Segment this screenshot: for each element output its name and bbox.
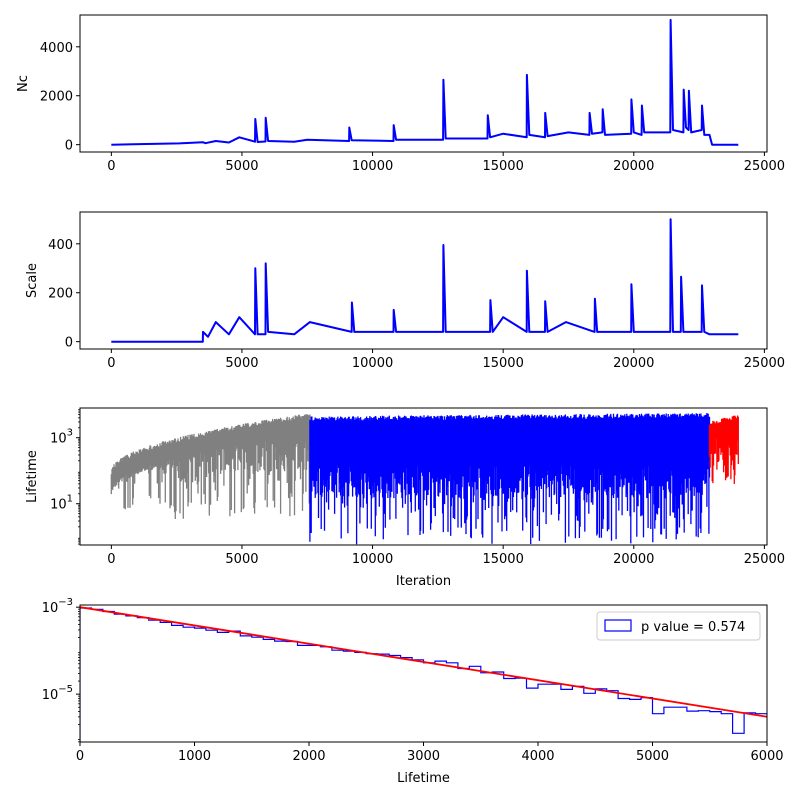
subplot-2: 0 5000 10000 15000 20000 25000 0 200 400 Scale xyxy=(25,211,785,371)
x-tick-label: 25000 xyxy=(744,552,785,567)
axes-frame xyxy=(79,14,768,153)
x-tick-label: 10000 xyxy=(352,552,393,567)
x-tick-label: 2000 xyxy=(292,749,325,764)
series-line xyxy=(111,218,739,343)
x-tick-label: 5000 xyxy=(225,552,258,567)
series-band xyxy=(708,415,739,484)
y-tick-label: 4000 xyxy=(40,41,73,56)
plot-area xyxy=(80,606,767,742)
y-tick-label: 0 xyxy=(65,139,73,154)
plot-area xyxy=(110,413,739,545)
tick-exponent: −3 xyxy=(58,597,73,608)
y-tick-label: 0 xyxy=(65,336,73,351)
x-tick-label: 10000 xyxy=(352,159,393,174)
axes-frame xyxy=(79,211,768,350)
x-tick-label: 20000 xyxy=(613,552,654,567)
y-tick-label: 101 xyxy=(50,494,73,513)
x-tick-label: 10000 xyxy=(352,356,393,371)
x-tick-label: 20000 xyxy=(613,356,654,371)
y-tick-label: 10−5 xyxy=(42,684,73,703)
tick-exponent: 3 xyxy=(67,428,73,439)
histogram-step xyxy=(80,607,767,742)
y-tick-label: 103 xyxy=(50,428,73,447)
y-tick-label: 400 xyxy=(48,238,73,253)
axes-frame xyxy=(79,407,768,546)
series-band xyxy=(309,413,711,545)
y-axis-label: Scale xyxy=(25,263,40,298)
x-axis-label: Iteration xyxy=(396,574,451,589)
legend-label: p value = 0.574 xyxy=(641,620,745,635)
subplot-1: 0 5000 10000 15000 20000 25000 0 2000 4000 Nc xyxy=(16,14,785,174)
tick-base: 10 xyxy=(50,498,67,513)
x-tick-label: 0 xyxy=(107,356,115,371)
x-tick-label: 5000 xyxy=(225,356,258,371)
x-tick-label: 15000 xyxy=(482,552,523,567)
y-axis-label: Nc xyxy=(16,75,31,92)
tick-exponent: 1 xyxy=(67,494,73,505)
legend-swatch xyxy=(604,619,632,632)
x-tick-label: 5000 xyxy=(636,749,669,764)
legend-frame xyxy=(596,611,761,641)
x-tick-label: 20000 xyxy=(613,159,654,174)
tick-base: 10 xyxy=(50,432,67,447)
x-tick-label: 0 xyxy=(76,749,84,764)
y-axis-label: Lifetime xyxy=(25,450,40,503)
fit-line xyxy=(80,606,767,718)
x-tick-label: 25000 xyxy=(744,159,785,174)
x-tick-label: 0 xyxy=(107,552,115,567)
y-tick-label: 2000 xyxy=(40,90,73,105)
tick-base: 10 xyxy=(42,688,59,703)
y-tick-label: 200 xyxy=(48,287,73,302)
subplot-3: 0 5000 10000 15000 20000 25000101103LifetimeI… xyxy=(25,407,785,589)
x-tick-label: 15000 xyxy=(482,159,523,174)
plot-area xyxy=(111,218,739,343)
y-tick-label: 10−3 xyxy=(42,597,73,616)
x-tick-label: 15000 xyxy=(482,356,523,371)
x-tick-label: 25000 xyxy=(744,356,785,371)
x-tick-label: 3000 xyxy=(407,749,440,764)
x-tick-label: 1000 xyxy=(178,749,211,764)
x-tick-label: 0 xyxy=(107,159,115,174)
x-axis-label: Lifetime xyxy=(397,771,450,786)
x-tick-label: 6000 xyxy=(750,749,783,764)
legend: p value = 0.574 xyxy=(596,611,761,641)
series-line xyxy=(111,18,739,146)
series-band xyxy=(110,414,311,519)
x-tick-label: 4000 xyxy=(521,749,554,764)
tick-exponent: −5 xyxy=(58,684,73,695)
tick-base: 10 xyxy=(42,601,59,616)
plot-area xyxy=(111,18,739,146)
subplot-4: 0 1000 2000 3000 4000 5000 600010−310−5Lifetim… xyxy=(42,597,784,786)
x-tick-label: 5000 xyxy=(225,159,258,174)
